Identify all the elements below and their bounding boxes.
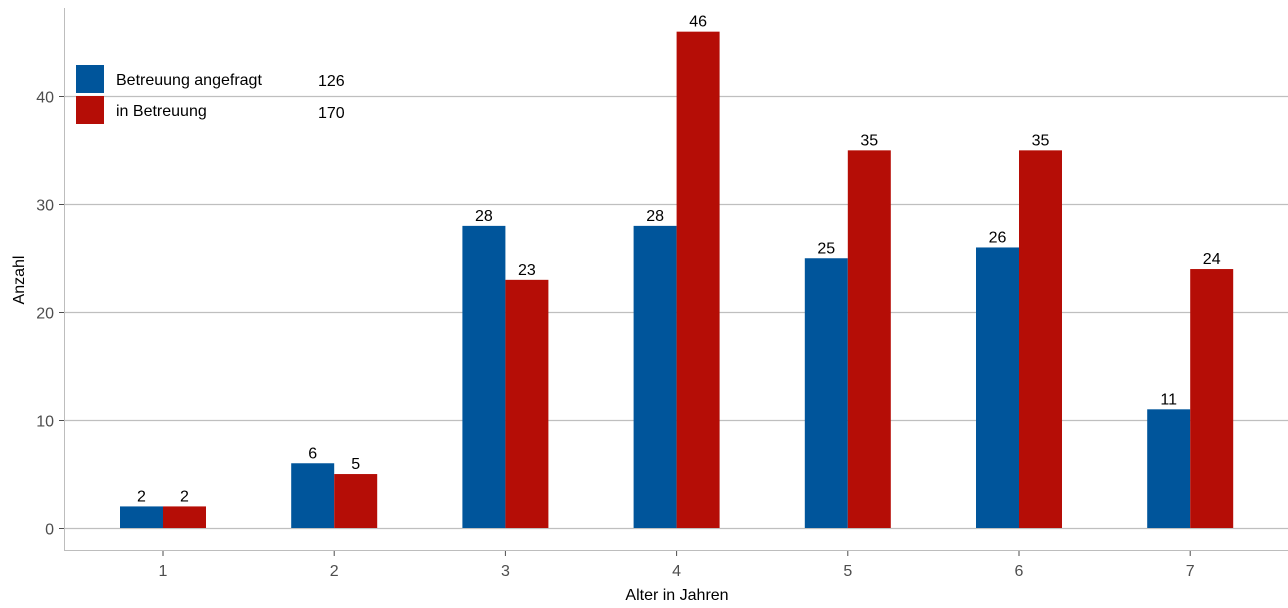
legend-total-betreuung-angefragt: 126: [318, 73, 345, 90]
bar-betreuung-angefragt-1: [120, 506, 163, 528]
bar-in-betreuung-2: [334, 474, 378, 528]
bar-betreuung-angefragt-5: [804, 258, 848, 528]
bar-betreuung-angefragt-3: [462, 225, 506, 528]
bar-in-betreuung-6: [1019, 150, 1062, 528]
x-tick-label-1: 1: [159, 563, 168, 580]
x-tick-label-3: 3: [501, 563, 510, 580]
x-tick-label-4: 4: [672, 563, 681, 580]
data-label-in-betreuung-2: 5: [351, 456, 360, 473]
y-tick-label-0: 0: [45, 522, 54, 539]
data-label-betreuung-angefragt-7: 11: [1160, 391, 1177, 408]
legend-swatch-in-betreuung: [76, 96, 104, 124]
legend-label-betreuung-angefragt: Betreuung angefragt: [116, 72, 262, 89]
bar-betreuung-angefragt-7: [1147, 409, 1191, 528]
y-axis-ticks: 0 10 20 30 40: [36, 90, 64, 539]
y-axis-title: Anzahl: [11, 256, 28, 305]
data-label-betreuung-angefragt-3: 28: [475, 208, 493, 225]
bar-betreuung-angefragt-4: [633, 225, 677, 528]
y-tick-label-20: 20: [36, 306, 54, 323]
x-tick-label-2: 2: [330, 563, 339, 580]
x-tick-label-6: 6: [1015, 563, 1024, 580]
legend-label-in-betreuung: in Betreuung: [116, 103, 207, 120]
y-tick-label-10: 10: [36, 414, 54, 431]
data-label-betreuung-angefragt-6: 26: [989, 229, 1007, 246]
y-tick-label-30: 30: [36, 198, 54, 215]
legend: Betreuung angefragt 126 in Betreuung 170: [76, 65, 345, 124]
bar-in-betreuung-7: [1190, 269, 1234, 528]
bar-betreuung-angefragt-6: [976, 247, 1019, 528]
x-axis-title: Alter in Jahren: [625, 587, 728, 604]
data-label-in-betreuung-6: 35: [1032, 132, 1050, 149]
y-tick-label-40: 40: [36, 90, 54, 107]
data-label-in-betreuung-5: 35: [860, 132, 878, 149]
x-tick-label-5: 5: [843, 563, 852, 580]
legend-swatch-betreuung-angefragt: [76, 65, 104, 93]
bar-betreuung-angefragt-2: [291, 463, 335, 528]
data-label-in-betreuung-7: 24: [1203, 251, 1221, 268]
data-label-betreuung-angefragt-4: 28: [646, 208, 664, 225]
legend-total-in-betreuung: 170: [318, 105, 345, 122]
x-axis-ticks: 1 2 3 4 5 6 7: [159, 551, 1195, 580]
x-tick-label-7: 7: [1186, 563, 1195, 580]
data-label-in-betreuung-1: 2: [180, 488, 189, 505]
bar-in-betreuung-1: [163, 506, 206, 528]
data-label-betreuung-angefragt-2: 6: [308, 445, 317, 462]
data-label-in-betreuung-3: 23: [518, 262, 536, 279]
data-label-in-betreuung-4: 46: [689, 14, 707, 31]
bar-in-betreuung-4: [676, 31, 720, 528]
data-label-betreuung-angefragt-1: 2: [137, 488, 146, 505]
bar-in-betreuung-3: [505, 279, 549, 528]
bars: [120, 31, 1234, 528]
bar-in-betreuung-5: [847, 150, 891, 528]
data-label-betreuung-angefragt-5: 25: [817, 240, 835, 257]
